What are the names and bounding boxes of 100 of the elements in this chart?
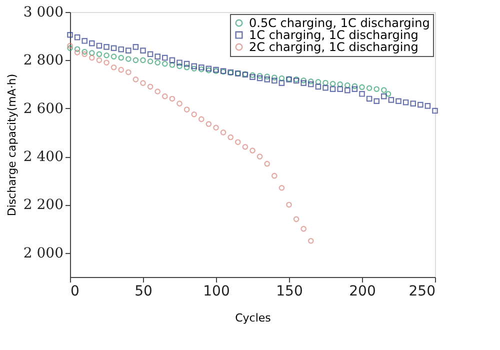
legend-label: 0.5C charging, 1C discharging	[249, 16, 430, 30]
point	[89, 50, 95, 56]
point	[352, 86, 358, 92]
point	[410, 100, 416, 106]
point	[162, 93, 168, 100]
point	[250, 148, 256, 154]
x-tick-label: 50	[134, 284, 152, 300]
point	[140, 57, 146, 64]
point	[110, 45, 117, 52]
point	[300, 226, 306, 232]
point	[330, 80, 336, 87]
y-tick-label: 2 000	[23, 245, 64, 262]
point	[359, 91, 365, 97]
point	[132, 57, 139, 64]
point	[89, 54, 95, 61]
point	[242, 144, 248, 150]
point	[286, 202, 292, 208]
point	[132, 44, 139, 50]
x-tick-label: 200	[349, 284, 376, 300]
point	[366, 85, 372, 92]
point	[206, 121, 212, 127]
point	[82, 48, 88, 55]
point	[104, 44, 110, 50]
point	[256, 72, 263, 79]
point	[352, 83, 358, 90]
point	[176, 60, 182, 66]
point	[322, 80, 328, 86]
y-tick-label: 2 600	[23, 100, 64, 117]
point	[74, 46, 80, 52]
point	[82, 51, 88, 58]
y-tick-label: 2 200	[23, 197, 64, 214]
point	[388, 97, 394, 103]
point	[322, 84, 328, 91]
point	[256, 75, 263, 82]
point	[293, 216, 300, 222]
point	[162, 60, 168, 67]
point	[424, 103, 431, 109]
point	[147, 58, 154, 64]
y-tick-label: 2 400	[23, 149, 64, 166]
point	[132, 76, 139, 82]
point	[272, 74, 278, 80]
y-tick-label: 2 800	[23, 52, 64, 69]
point	[140, 80, 146, 86]
x-axis-title: Cycles	[235, 312, 272, 324]
point	[344, 87, 350, 94]
point	[96, 51, 102, 58]
point	[213, 124, 219, 131]
y-tick-label: 3 000	[23, 4, 64, 20]
legend-label: 1C charging, 1C discharging	[249, 28, 418, 42]
point	[337, 86, 343, 92]
point	[272, 78, 278, 84]
point	[184, 106, 190, 112]
point	[220, 130, 226, 136]
point	[162, 54, 168, 61]
point	[110, 54, 117, 60]
point	[147, 51, 154, 58]
point	[300, 78, 306, 84]
point	[140, 48, 146, 54]
point	[308, 81, 314, 88]
point	[118, 46, 124, 52]
point	[126, 69, 132, 76]
point	[418, 102, 424, 108]
point	[126, 48, 132, 54]
point	[126, 56, 132, 62]
x-tick-label: 0	[70, 284, 80, 300]
point	[118, 66, 124, 73]
point	[278, 184, 285, 191]
point	[264, 160, 270, 167]
point	[176, 63, 182, 70]
point	[184, 60, 190, 67]
point	[67, 45, 73, 52]
point	[308, 78, 314, 84]
point	[191, 63, 197, 70]
point	[110, 64, 117, 70]
point	[96, 57, 102, 64]
point	[402, 99, 409, 106]
point	[176, 100, 182, 106]
point	[67, 32, 73, 38]
point	[432, 108, 438, 114]
point	[264, 74, 270, 80]
point	[308, 238, 314, 244]
point	[359, 84, 365, 90]
point	[169, 57, 176, 64]
point	[228, 134, 234, 140]
point	[381, 93, 387, 100]
point	[315, 84, 322, 90]
point	[315, 78, 322, 85]
x-tick-label: 100	[203, 284, 230, 300]
point	[264, 76, 270, 82]
legend-label: 2C charging, 1C discharging	[249, 40, 418, 54]
point	[82, 38, 88, 44]
point	[300, 80, 306, 86]
x-tick-label: 250	[408, 284, 436, 300]
x-tick-label: 150	[276, 284, 303, 300]
point	[256, 154, 263, 160]
point	[96, 42, 102, 49]
point	[89, 40, 95, 46]
point	[169, 62, 176, 68]
point	[118, 54, 124, 61]
point	[67, 42, 73, 49]
